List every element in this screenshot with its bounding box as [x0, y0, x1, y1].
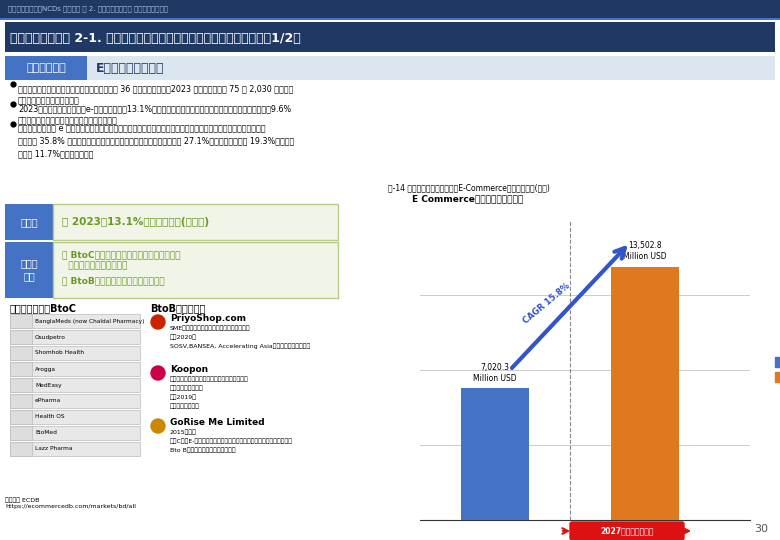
Bar — [5, 204, 53, 240]
Text: SMEへ向けサプライチェーン構築・資金融資: SMEへ向けサプライチェーン構築・資金融資 — [170, 325, 250, 330]
Text: バングラデシュの e コマース市場内で食品およびパーソナルケアが最大の規模であり、バングラデシュの電子商取
引収益の 35.8% を占めている。次いでエレクトロ: バングラデシュの e コマース市場内で食品およびパーソナルケアが最大の規模であり… — [18, 124, 294, 158]
Bar — [10, 362, 140, 376]
Text: 7,020.3
Million USD: 7,020.3 Million USD — [473, 363, 517, 383]
Text: バングラデシュは電子商取引において世界で第 36 位の市場であり、2023 年までに収益が 75 億 2,030 万米ドル
に達すると予測されている。: バングラデシュは電子商取引において世界で第 36 位の市場であり、2023 年ま… — [18, 84, 293, 105]
Bar — [5, 22, 775, 52]
Text: 設立2020年: 設立2020年 — [170, 334, 197, 340]
Text: （出所） ECDB
https://ecommercedb.com/markets/bd/all: （出所） ECDB https://ecommercedb.com/market… — [5, 497, 136, 509]
Text: GoRise Me Limited: GoRise Me Limited — [170, 418, 264, 427]
Circle shape — [151, 366, 165, 380]
Text: E Commerce市場規模の成長予測: E Commerce市場規模の成長予測 — [412, 194, 523, 203]
Bar — [10, 346, 140, 360]
Text: 調査タイトル: 調査タイトル — [26, 63, 66, 73]
Text: Health OS: Health OS — [35, 415, 65, 420]
Bar — [10, 426, 140, 440]
Bar — [10, 410, 140, 424]
Text: バングラデシュ／NCDs ／医薬品 ／ 2. 医療・公衆衛生／ 医療課題・ニーズ: バングラデシュ／NCDs ／医薬品 ／ 2. 医療・公衆衛生／ 医療課題・ニーズ — [8, 6, 168, 12]
Bar — [10, 394, 32, 408]
Text: Bto Bサービスにおいては詳細不明: Bto Bサービスにおいては詳細不明 — [170, 447, 236, 453]
Text: Osudpetro: Osudpetro — [35, 334, 66, 340]
Bar — [10, 314, 140, 328]
Bar — [5, 56, 87, 80]
Text: 配送ソリューション: 配送ソリューション — [170, 385, 204, 390]
Bar — [5, 242, 53, 298]
Text: 2027年以降は予測値: 2027年以降は予測値 — [601, 526, 654, 536]
Text: 小売事業者・企業の顧客へのラストワンマイル: 小売事業者・企業の顧客へのラストワンマイル — [170, 376, 249, 382]
Bar — [0, 0, 780, 18]
Bar — [10, 330, 32, 344]
Text: 30: 30 — [754, 524, 768, 534]
Text: CAGR 15.8%: CAGR 15.8% — [522, 281, 573, 325]
Text: MedEasy: MedEasy — [35, 382, 62, 388]
Bar — [10, 426, 32, 440]
Bar — [5, 56, 775, 80]
Text: 資金調達状況不明: 資金調達状況不明 — [170, 403, 200, 409]
Bar — [612, 267, 679, 520]
Bar — [10, 410, 32, 424]
Bar — [53, 242, 338, 298]
Bar — [10, 330, 140, 344]
Text: 対象先
内訳: 対象先 内訳 — [20, 259, 37, 281]
Text: 13,502.8
Million USD: 13,502.8 Million USD — [623, 241, 667, 261]
Bar — [0, 18, 780, 20]
Text: 図-14 バングラデシュにおけるE-Commerce市場規模推移(予測): 図-14 バングラデシュにおけるE-Commerce市場規模推移(予測) — [388, 183, 550, 192]
Bar — [10, 394, 140, 408]
Text: Lazz Pharma: Lazz Pharma — [35, 447, 73, 451]
Text: BioMed: BioMed — [35, 430, 57, 435]
Text: 成長率: 成長率 — [20, 217, 37, 227]
FancyBboxPatch shape — [570, 522, 684, 540]
Bar — [10, 346, 32, 360]
Text: SOSV,BANSEA, Accelerating Asiaなどから資金調達済み: SOSV,BANSEA, Accelerating Asiaなどから資金調達済み — [170, 343, 310, 349]
Text: オンライン薬局BtoC: オンライン薬局BtoC — [10, 303, 77, 313]
Text: ePharma: ePharma — [35, 399, 62, 403]
Text: Eコマース市場規模: Eコマース市場規模 — [96, 62, 165, 75]
Text: Koopon: Koopon — [170, 365, 208, 374]
Text: 2015年設立: 2015年設立 — [170, 429, 197, 435]
Text: 設立2019年: 設立2019年 — [170, 394, 197, 400]
Legend: 2023, 2027: 2023, 2027 — [771, 353, 780, 387]
Text: BanglaMeds (now Chaldal Pharmacy): BanglaMeds (now Chaldal Pharmacy) — [35, 319, 144, 323]
Bar — [572, 524, 682, 538]
Text: 2023年のバングラデシュのe-コマース市場は13.1%の増加が見込まれている。これは、世界全体での成長率9.6%
と比べても高い成長の可能性を示唆している。: 2023年のバングラデシュのe-コマース市場は13.1%の増加が見込まれている。… — [18, 104, 291, 125]
Circle shape — [151, 419, 165, 433]
Bar — [10, 378, 32, 392]
Circle shape — [151, 315, 165, 329]
Text: ・ BtoCが多くを占めており、医薬品カテゴ
  リにおいても同様である: ・ BtoCが多くを占めており、医薬品カテゴ リにおいても同様である — [62, 250, 180, 270]
Text: ・ 2023年13.1%の高い成長率(見込み): ・ 2023年13.1%の高い成長率(見込み) — [62, 217, 209, 227]
Bar — [10, 362, 32, 376]
Bar — [10, 442, 140, 456]
Bar — [461, 388, 529, 520]
Text: Arogga: Arogga — [35, 367, 56, 372]
Bar — [53, 204, 338, 240]
Text: 【実証調査活動】 2-1. 医薬品在庫管理システムの市場調査　調査結果（1/2）: 【実証調査活動】 2-1. 医薬品在庫管理システムの市場調査 調査結果（1/2） — [10, 31, 301, 44]
Text: BtoBプレイヤー: BtoBプレイヤー — [150, 303, 205, 313]
Bar — [10, 378, 140, 392]
Bar — [10, 442, 32, 456]
Text: ・ BtoBプレイヤー自体が少ない現状: ・ BtoBプレイヤー自体が少ない現状 — [62, 276, 165, 285]
Bar — [10, 314, 32, 328]
Text: Shomhob Health: Shomhob Health — [35, 350, 84, 355]
Text: PriyoShop.com: PriyoShop.com — [170, 314, 246, 323]
Text: 自社C向けE-コマース、クラウドファンディングプラットフォーム提供: 自社C向けE-コマース、クラウドファンディングプラットフォーム提供 — [170, 438, 293, 443]
